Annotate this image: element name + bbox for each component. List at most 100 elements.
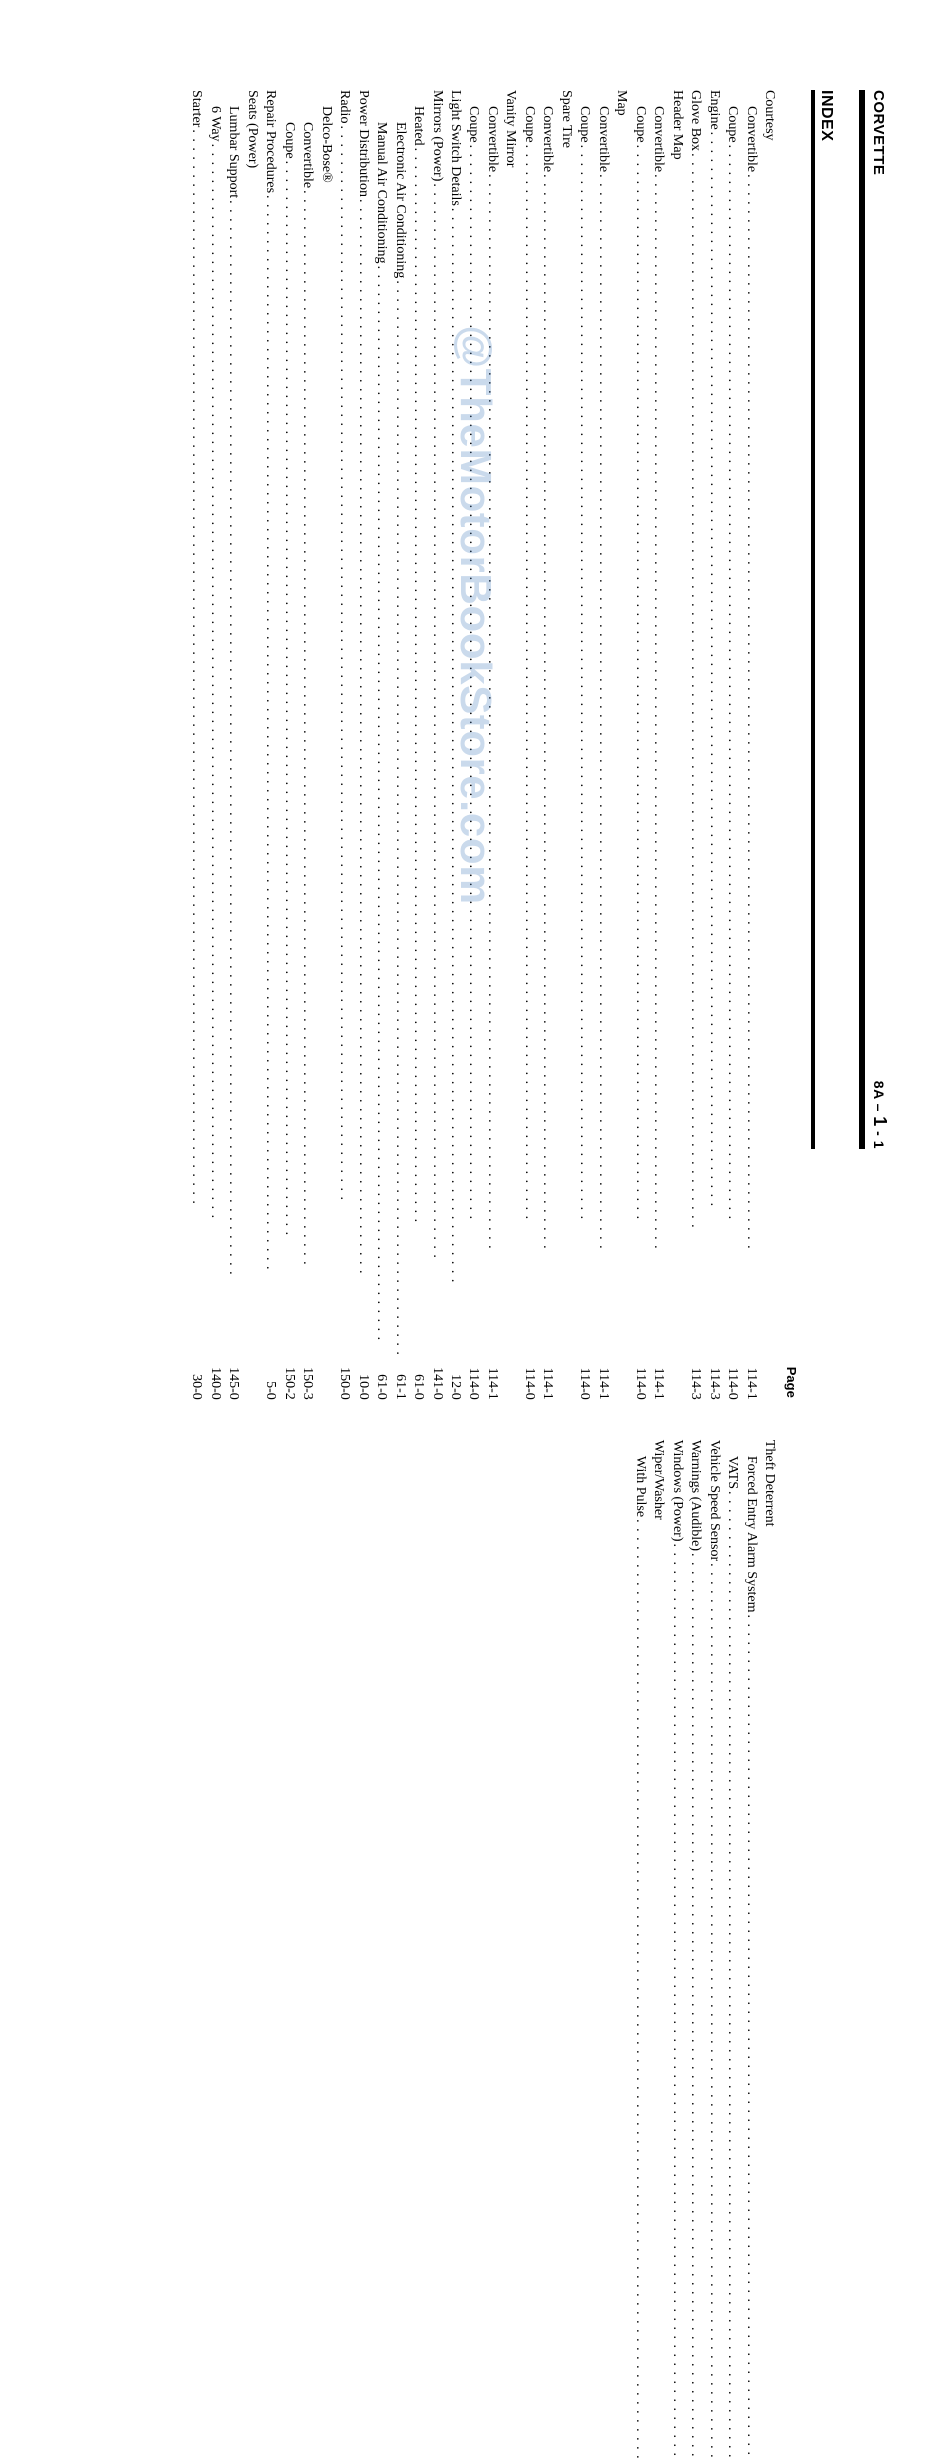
leader-dots — [409, 148, 427, 1356]
leader-dots — [686, 153, 704, 1356]
index-entry: Vehicle Speed Sensor33-0 — [704, 1440, 722, 2458]
leader-dots — [519, 145, 537, 1356]
index-entry-page: 30-0 — [187, 1358, 205, 1400]
index-entry-page: 114-0 — [464, 1358, 482, 1400]
leader-dots — [593, 174, 611, 1356]
index-entry: Delco-Bose® — [316, 90, 334, 1400]
leader-dots — [630, 1519, 648, 2458]
header-right-suffix: - 1 — [871, 1127, 887, 1149]
index-entry: Power Distribution10-0 — [353, 90, 371, 1400]
index-column-2: Page Theft DeterrentForced Entry Alarm S… — [187, 1440, 799, 2458]
index-entry-page: 150-3 — [298, 1358, 316, 1400]
index-entry-label: Convertible — [649, 106, 667, 172]
index-entry: Coupe 114-0 — [575, 90, 593, 1400]
index-entry-label: Mirrors (Power) — [427, 90, 445, 181]
index-entry-page: 141-0 — [427, 1358, 445, 1400]
header-right: 8A – 1 - 1 — [869, 1081, 890, 1149]
index-entry: Lumbar Support 145-0 — [224, 90, 242, 1400]
index-entry-label: Theft Deterrent — [760, 1440, 778, 1527]
leader-dots — [649, 174, 667, 1356]
index-entry-label: Vanity Mirror — [501, 90, 519, 167]
index-entry-page: 114-1 — [741, 1358, 759, 1400]
index-entry-page: 150-0 — [335, 1358, 353, 1400]
index-entry-label: Repair Procedures — [261, 90, 279, 193]
index-entry-page: 114-1 — [483, 1358, 501, 1400]
index-entry: Windows (Power)120-0 — [667, 1440, 685, 2458]
leader-dots — [630, 145, 648, 1356]
index-entry-page: 114-0 — [630, 1358, 648, 1400]
index-entry-label: Wiper/Washer — [649, 1440, 667, 1520]
index-entry: Light Switch Details12-0 — [446, 90, 464, 1400]
index-entry: Coupe114-0 — [519, 90, 537, 1400]
index-entry-label: Engine — [704, 90, 722, 130]
leader-dots — [686, 1553, 704, 2458]
index-entry-label: Map — [612, 90, 630, 116]
index-entry: VATS133-6 — [723, 1440, 741, 2458]
column-page-heading: Page — [784, 90, 799, 1400]
index-entry-label: Coupe — [575, 106, 593, 143]
page-header: CORVETTE 8A – 1 - 1 — [869, 90, 890, 1149]
index-entry-label: Convertible — [483, 106, 501, 172]
index-entry-label: Convertible — [538, 106, 556, 172]
index-entry: Theft Deterrent — [760, 1440, 778, 2458]
section-rule — [811, 90, 815, 1149]
index-entry-page: 114-0 — [575, 1358, 593, 1400]
index-entry-label: With Pulse — [630, 1456, 648, 1517]
index-entry-label: Coupe — [464, 106, 482, 143]
leader-dots — [372, 266, 390, 1356]
index-entry: Convertible114-1 — [593, 90, 611, 1400]
index-entry-label: Forced Entry Alarm System — [741, 1456, 759, 1613]
leader-dots — [335, 125, 353, 1355]
index-entry-page: 61-0 — [409, 1358, 427, 1400]
leader-dots — [704, 1563, 722, 2458]
page-rotated: CORVETTE 8A – 1 - 1 INDEX Page CourtesyC… — [0, 0, 950, 1229]
index-entry-label: 6 Way — [205, 106, 223, 142]
index-entry: Electronic Air Conditioning61-1 — [390, 90, 408, 1400]
index-entry-page: 114-1 — [649, 1358, 667, 1400]
index-entry-label: Coupe — [279, 122, 297, 159]
index-entry-label: Lumbar Support — [224, 106, 242, 198]
header-right-prefix: 8A – — [871, 1081, 887, 1116]
index-entry: Convertible 114-1 — [538, 90, 556, 1400]
index-entry-label: Convertible — [741, 106, 759, 172]
index-entry-label: Radio — [335, 90, 353, 123]
index-entry-label: Seats (Power) — [242, 90, 260, 168]
leader-dots — [205, 144, 223, 1356]
index-entry: Coupe 114-0 — [630, 90, 648, 1400]
header-rule — [859, 90, 865, 1149]
leader-dots — [298, 190, 316, 1356]
index-entry-page: 145-0 — [224, 1358, 242, 1400]
index-entry-label: Convertible — [593, 106, 611, 172]
index-entry: With Pulse91-0 — [630, 1440, 648, 2458]
leader-dots — [224, 200, 242, 1356]
index-entry: Spare Tire — [556, 90, 574, 1400]
index-entry-label: Coupe — [630, 106, 648, 143]
index-entry: Engine 114-3 — [704, 90, 722, 1400]
leader-dots — [723, 1491, 741, 2458]
index-entry: Header Map — [667, 90, 685, 1400]
index-entry-label: Light Switch Details — [446, 90, 464, 206]
leader-dots — [261, 195, 279, 1356]
index-entry: Mirrors (Power) 141-0 — [427, 90, 445, 1400]
index-entry: Coupe 114-0 — [464, 90, 482, 1400]
index-entry-page: 114-3 — [704, 1358, 722, 1400]
index-entry-label: Coupe — [519, 106, 537, 143]
leader-dots — [464, 145, 482, 1356]
index-entry-page: 5-0 — [261, 1358, 279, 1400]
index-entry-label: Windows (Power) — [667, 1440, 685, 1542]
index-entry: Repair Procedures 5-0 — [261, 90, 279, 1400]
leader-dots — [353, 199, 371, 1356]
index-entry: Seats (Power) — [242, 90, 260, 1400]
index-entry-label: Electronic Air Conditioning — [390, 122, 408, 278]
index-entry-label: Power Distribution — [353, 90, 371, 197]
leader-dots — [667, 1544, 685, 2458]
index-columns: Page CourtesyConvertible114-1Coupe114-0E… — [187, 90, 799, 1149]
index-entry-label: Warnings (Audible) — [686, 1440, 704, 1551]
index-entry: Heated61-0 — [409, 90, 427, 1400]
index-entry: Coupe114-0 — [723, 90, 741, 1400]
index-entry-page: 114-1 — [538, 1358, 556, 1400]
index-entry: Warnings (Audible)75-0 — [686, 1440, 704, 2458]
index-entry: Courtesy — [760, 90, 778, 1400]
index-entry-page: 114-0 — [723, 1358, 741, 1400]
index-entry: Map — [612, 90, 630, 1400]
